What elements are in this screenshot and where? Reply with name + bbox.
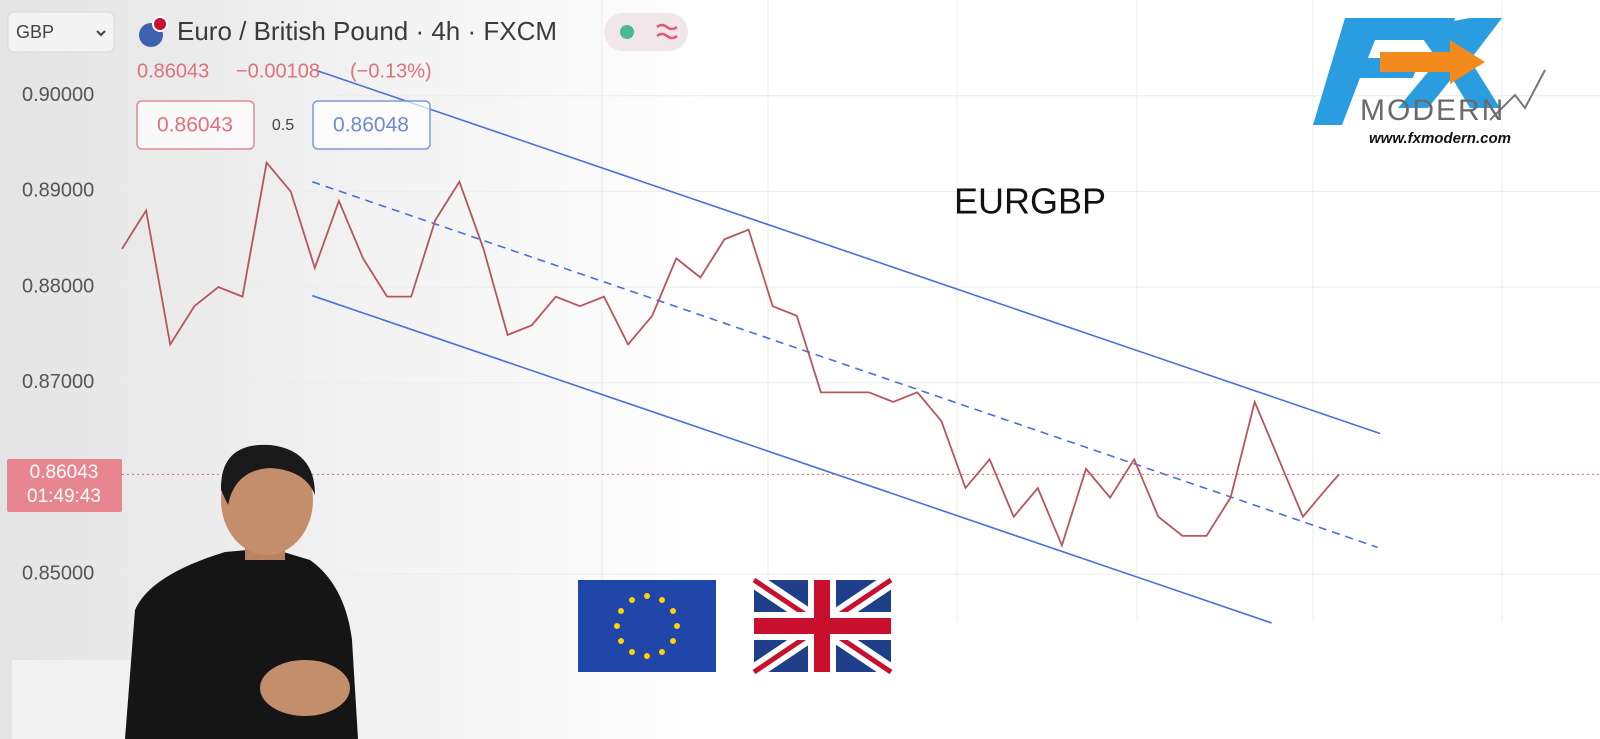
presenter-hands xyxy=(260,660,350,716)
price-change-pct: (−0.13%) xyxy=(350,60,432,82)
sell-button[interactable] xyxy=(136,100,255,150)
symbol-title: Euro / British Pound · 4h · FXCM xyxy=(177,16,557,46)
y-tick-label: 0.89000 xyxy=(22,180,94,202)
symbol-select-label[interactable]: GBP xyxy=(16,22,54,42)
price-tag-price: 0.86043 xyxy=(30,462,99,483)
price-tag-countdown: 01:49:43 xyxy=(27,486,101,507)
channel-line xyxy=(314,69,1381,435)
channel-line xyxy=(312,294,1272,624)
uk-cross-v-red xyxy=(814,580,830,672)
y-tick-label: 0.85000 xyxy=(22,562,94,584)
spread: 0.5 xyxy=(272,117,294,134)
eu-stars xyxy=(614,593,680,659)
logo-brand: MODERN xyxy=(1360,94,1505,127)
logo-trend xyxy=(1489,69,1546,121)
sell-price[interactable]: 0.86043 xyxy=(157,114,233,137)
price-line xyxy=(121,160,1340,549)
presenter xyxy=(12,444,358,739)
chart-title: EURGBP xyxy=(954,181,1106,222)
logo-url: www.fxmodern.com xyxy=(1369,130,1511,147)
uk-flag xyxy=(749,573,896,679)
buy-button[interactable] xyxy=(312,100,431,150)
last-price: 0.86043 xyxy=(137,60,209,82)
logo: MODERN www.fxmodern.com xyxy=(1313,18,1546,147)
presenter-hair xyxy=(220,444,315,505)
y-tick-label: 0.87000 xyxy=(22,371,94,393)
plot xyxy=(121,69,1600,624)
y-tick-label: 0.88000 xyxy=(22,275,94,297)
symbol-select[interactable] xyxy=(7,11,115,53)
buy-price[interactable]: 0.86048 xyxy=(333,114,409,137)
status-pill[interactable] xyxy=(604,13,688,51)
status-icon xyxy=(656,23,678,40)
y-tick-label: 0.90000 xyxy=(22,84,94,106)
price-change: −0.00108 xyxy=(236,60,320,82)
status-dot xyxy=(620,25,634,39)
price-tag xyxy=(7,459,122,512)
chevron xyxy=(96,30,106,37)
logo-arrow xyxy=(1380,40,1485,84)
symbol-icon-flag xyxy=(152,16,168,32)
channel-line xyxy=(312,181,1378,549)
eu-flag xyxy=(578,580,716,672)
